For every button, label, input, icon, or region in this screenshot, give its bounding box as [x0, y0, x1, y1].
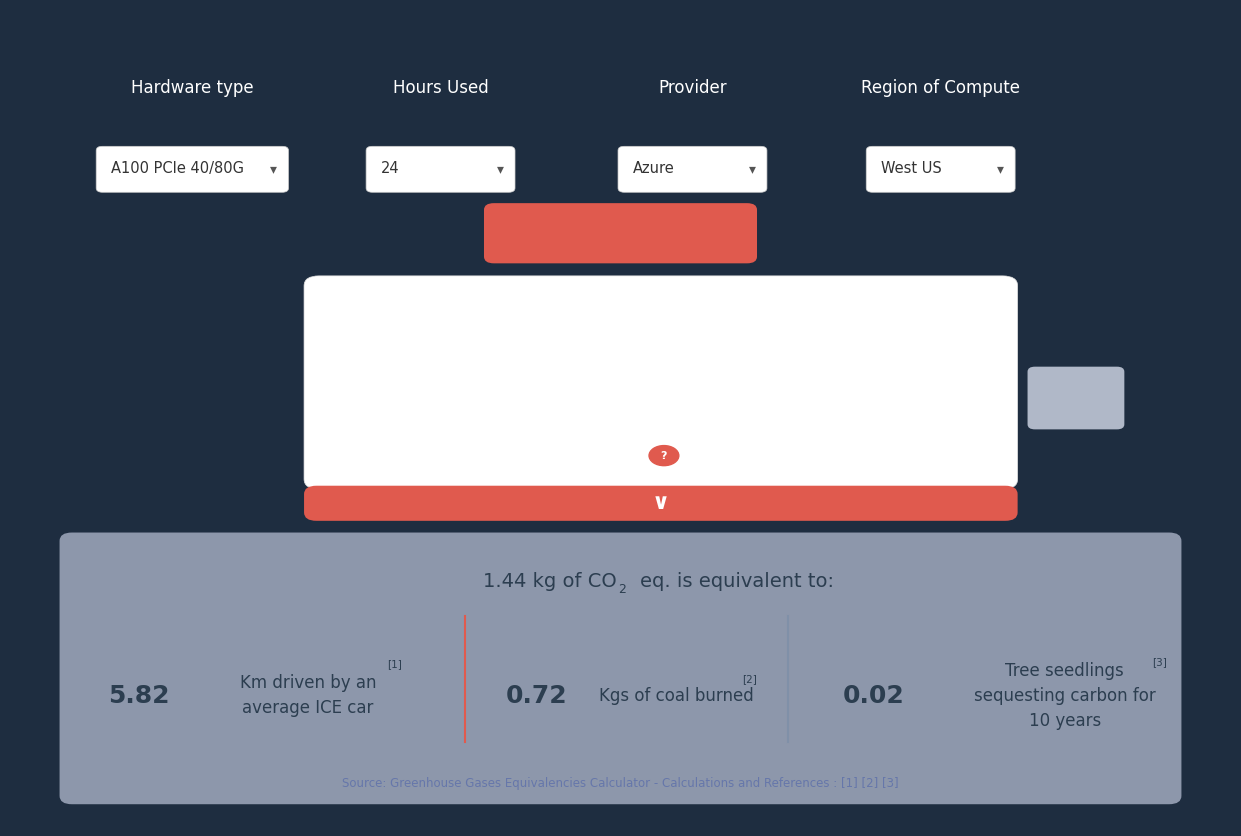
Text: 1.44 kg of CO: 1.44 kg of CO [483, 572, 617, 590]
Text: West US: West US [881, 161, 942, 176]
Text: Tree seedlings
sequesting carbon for
10 years: Tree seedlings sequesting carbon for 10 … [974, 661, 1155, 730]
FancyBboxPatch shape [304, 276, 1018, 489]
FancyBboxPatch shape [97, 146, 288, 192]
Text: ?: ? [660, 451, 668, 461]
Text: Km driven by an
average ICE car: Km driven by an average ICE car [240, 674, 376, 717]
Text: Azure: Azure [633, 161, 675, 176]
Text: ▾: ▾ [271, 162, 277, 176]
Text: Provider: Provider [658, 79, 727, 97]
FancyBboxPatch shape [618, 146, 767, 192]
Text: 0.02: 0.02 [843, 684, 905, 707]
Text: 1.44: 1.44 [683, 351, 825, 414]
Text: eq.: eq. [618, 448, 642, 463]
Text: kg CO: kg CO [550, 448, 596, 463]
FancyBboxPatch shape [484, 203, 757, 263]
Text: Hours Used: Hours Used [392, 79, 489, 97]
Text: Kgs of coal burned: Kgs of coal burned [599, 686, 753, 705]
Text: 0.72: 0.72 [505, 684, 567, 707]
Text: 2: 2 [618, 583, 625, 596]
Text: 2: 2 [597, 459, 603, 469]
Text: 5.82: 5.82 [108, 684, 170, 707]
Text: 24: 24 [381, 161, 400, 176]
Text: 1.44: 1.44 [447, 351, 589, 414]
Text: PUBLISH
THIS!: PUBLISH THIS! [1046, 383, 1106, 414]
Text: [2]: [2] [742, 674, 757, 684]
FancyBboxPatch shape [1028, 367, 1124, 430]
Text: ▾: ▾ [997, 162, 1004, 176]
Circle shape [649, 446, 679, 466]
FancyBboxPatch shape [304, 486, 1018, 521]
Text: CARBON EMITTED: CARBON EMITTED [465, 301, 571, 314]
Text: eq. is equivalent to:: eq. is equivalent to: [640, 572, 834, 590]
Text: Source: Greenhouse Gases Equivalencies Calculator - Calculations and References : Source: Greenhouse Gases Equivalencies C… [343, 777, 898, 790]
Text: ▾: ▾ [496, 162, 504, 176]
Text: A100 PCIe 40/80G: A100 PCIe 40/80G [110, 161, 244, 176]
Text: [3]: [3] [1152, 657, 1167, 667]
Text: Hardware type: Hardware type [132, 79, 253, 97]
Text: ∨: ∨ [652, 493, 670, 513]
Text: Region of Compute: Region of Compute [861, 79, 1020, 97]
Text: COMPUTE: COMPUTE [571, 224, 670, 242]
FancyBboxPatch shape [60, 533, 1181, 804]
Text: ▾: ▾ [748, 162, 756, 176]
Text: [1]: [1] [387, 659, 402, 669]
FancyBboxPatch shape [366, 146, 515, 192]
FancyBboxPatch shape [866, 146, 1015, 192]
Text: CARBON ALREADY OFFSET BY
PROVIDER: CARBON ALREADY OFFSET BY PROVIDER [695, 297, 869, 329]
